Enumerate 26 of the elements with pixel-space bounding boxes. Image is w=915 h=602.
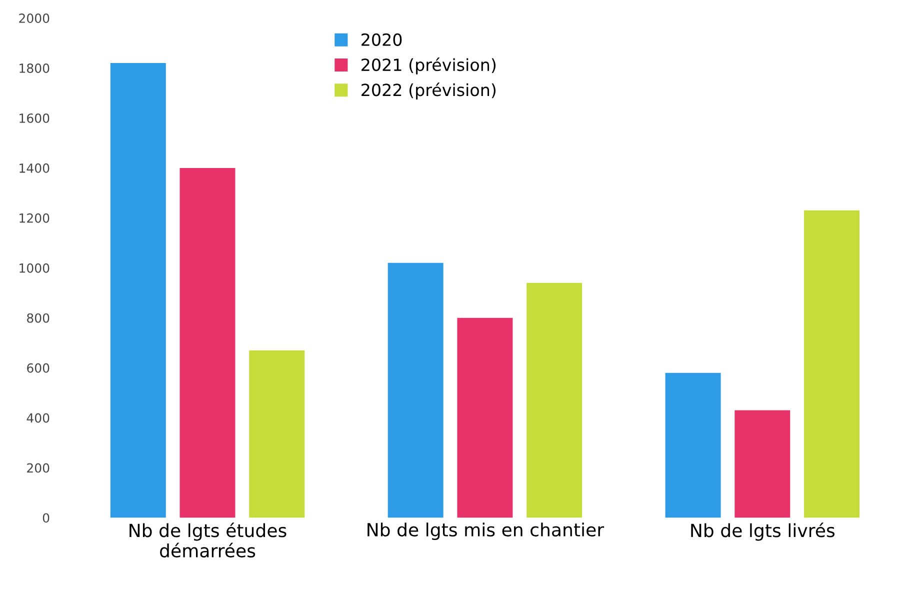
y-tick-label: 400 (26, 413, 50, 423)
y-tick-label: 0 (42, 513, 50, 523)
x-tick-label: Nb de lgts livrés (691, 522, 835, 541)
bar (665, 372, 721, 518)
bar (526, 282, 582, 518)
bar (457, 318, 513, 518)
y-tick-label: 1000 (20, 263, 50, 273)
x-tick-label: Nb de lgts mis en chantier (368, 522, 604, 540)
y-tick-label: 2000 (19, 14, 50, 23)
y-tick-label: 1800 (20, 64, 50, 73)
y-tick-label: 600 (27, 363, 50, 373)
y-tick-label: 200 (27, 463, 50, 473)
bar (734, 410, 790, 518)
x-tick-label: Nb de lgts études démarrées (130, 522, 286, 558)
y-tick-label: 1200 (20, 213, 50, 223)
legend-label: 2020 (362, 33, 402, 46)
bar (110, 63, 166, 518)
legend-label: 2022 (prévision) (362, 82, 496, 100)
bar (804, 210, 860, 518)
bar (249, 350, 305, 518)
y-tick-label: 800 (27, 313, 50, 323)
y-tick-label: 1400 (20, 163, 50, 173)
bar (180, 168, 236, 518)
bar (388, 262, 444, 518)
y-tick-label: 1600 (20, 113, 50, 123)
legend-label: 2021 (prévision) (362, 58, 496, 74)
